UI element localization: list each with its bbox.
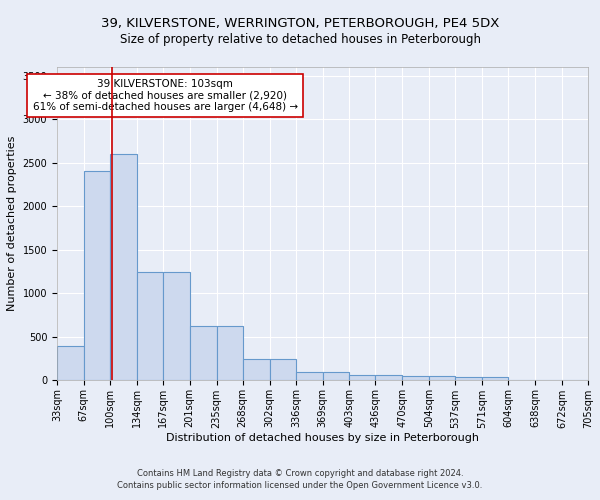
Bar [57,346,84,380]
Bar [429,376,455,380]
Bar [296,372,323,380]
Bar [455,378,482,380]
Bar [217,326,242,380]
Bar [242,359,269,380]
Bar [349,376,376,380]
Bar [163,272,190,380]
Bar [190,326,217,380]
Text: Size of property relative to detached houses in Peterborough: Size of property relative to detached ho… [119,32,481,46]
Text: Contains HM Land Registry data © Crown copyright and database right 2024.
Contai: Contains HM Land Registry data © Crown c… [118,469,482,490]
X-axis label: Distribution of detached houses by size in Peterborough: Distribution of detached houses by size … [166,433,479,443]
Bar [376,376,403,380]
Y-axis label: Number of detached properties: Number of detached properties [7,136,17,312]
Bar [110,154,137,380]
Bar [482,378,508,380]
Bar [137,272,163,380]
Text: 39 KILVERSTONE: 103sqm
← 38% of detached houses are smaller (2,920)
61% of semi-: 39 KILVERSTONE: 103sqm ← 38% of detached… [32,79,298,112]
Bar [403,376,429,380]
Text: 39, KILVERSTONE, WERRINGTON, PETERBOROUGH, PE4 5DX: 39, KILVERSTONE, WERRINGTON, PETERBOROUG… [101,18,499,30]
Bar [323,372,349,380]
Bar [84,172,110,380]
Bar [269,359,296,380]
